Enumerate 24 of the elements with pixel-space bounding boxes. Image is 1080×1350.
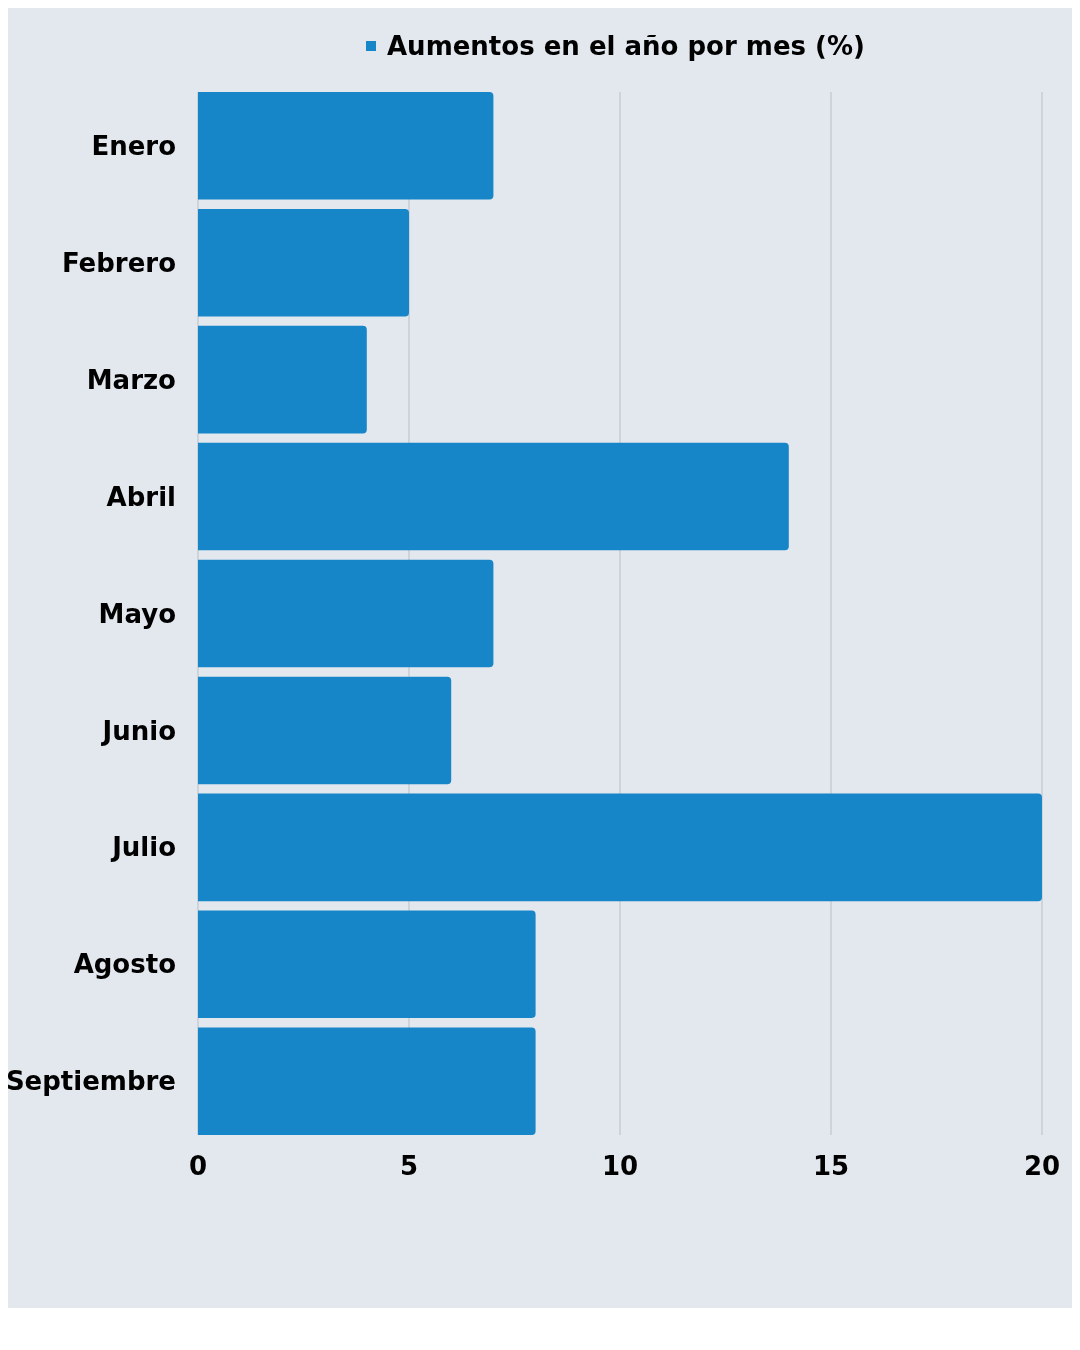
x-tick-label: 15 <box>812 1151 850 1181</box>
x-tick-label: 5 <box>399 1151 419 1181</box>
bar <box>198 676 452 785</box>
y-tick-label: Marzo <box>86 364 176 395</box>
x-tick-label: 10 <box>601 1151 639 1181</box>
bar <box>198 92 494 200</box>
y-tick-label: Abril <box>106 481 176 512</box>
bar <box>198 793 1042 902</box>
x-tick-label: 20 <box>1023 1151 1061 1181</box>
bar <box>198 910 536 1019</box>
x-tick-label: 0 <box>188 1151 208 1181</box>
y-tick-label: Mayo <box>98 598 176 629</box>
y-tick-label: Septiembre <box>5 1066 176 1097</box>
y-tick-label: Agosto <box>73 949 176 980</box>
y-tick-label: Junio <box>100 715 176 746</box>
y-tick-label: Febrero <box>61 247 176 278</box>
bar <box>198 325 367 434</box>
y-tick-label: Julio <box>110 832 176 863</box>
bar <box>198 559 494 668</box>
y-tick-label: Enero <box>91 130 176 161</box>
legend-label: Aumentos en el año por mes (%) <box>387 31 865 62</box>
bar <box>198 1027 536 1135</box>
bar <box>198 442 789 551</box>
bar <box>198 208 409 317</box>
